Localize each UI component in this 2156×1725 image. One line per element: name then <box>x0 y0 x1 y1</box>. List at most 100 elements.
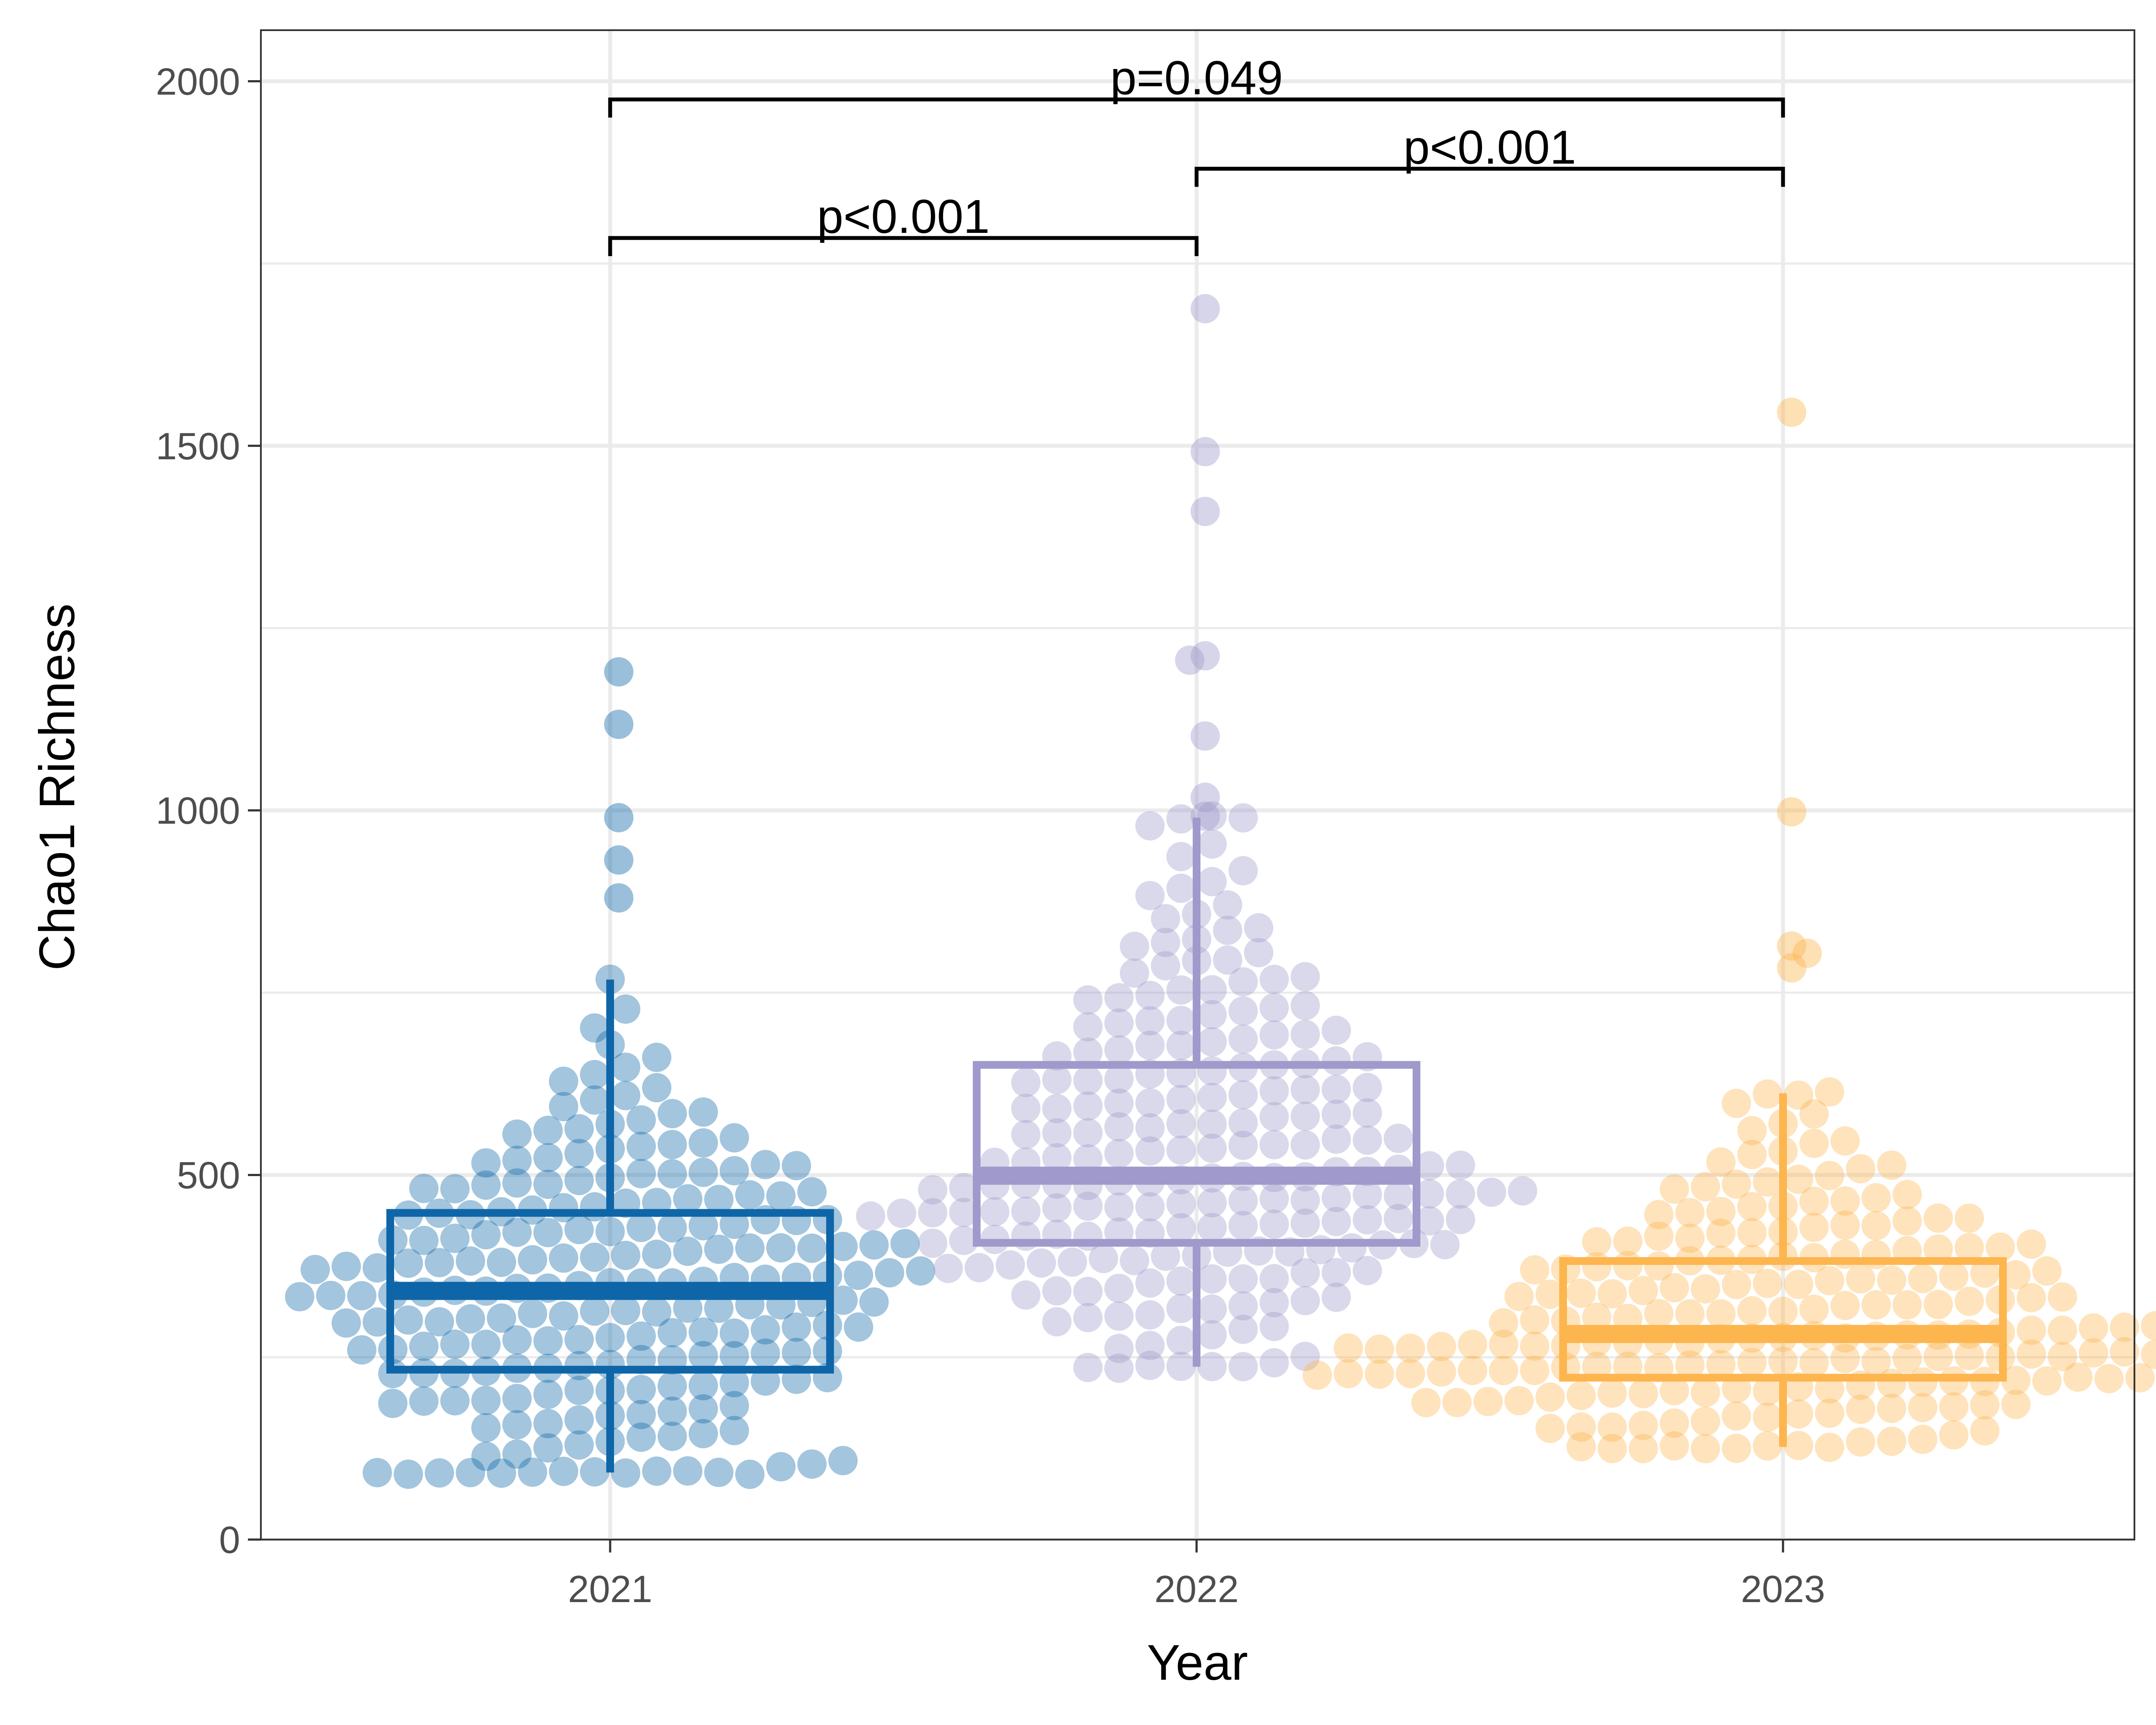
data-point <box>1799 1348 1829 1378</box>
data-point <box>1291 1342 1320 1371</box>
data-point <box>1582 1252 1611 1282</box>
data-point <box>735 1233 765 1263</box>
box-2022 <box>973 818 1420 1367</box>
data-point <box>689 1419 718 1449</box>
data-point <box>1706 1350 1736 1380</box>
box-iqr <box>973 1061 1420 1247</box>
outlier-point <box>1777 931 1806 961</box>
data-point <box>1073 1037 1103 1067</box>
data-point <box>1877 1368 1906 1398</box>
data-point <box>611 1295 640 1325</box>
data-point <box>1477 1177 1506 1207</box>
outlier-point <box>1191 721 1220 751</box>
data-point <box>1768 1347 1798 1377</box>
data-point <box>766 1233 796 1263</box>
data-point <box>1567 1380 1596 1410</box>
data-point <box>1582 1352 1611 1381</box>
data-point <box>1135 811 1165 841</box>
data-point <box>1104 1088 1134 1118</box>
data-point <box>689 1097 718 1127</box>
data-point <box>1893 1206 1922 1236</box>
data-point <box>1660 1273 1689 1303</box>
data-point <box>1629 1276 1658 1305</box>
data-point <box>1675 1198 1705 1227</box>
data-point <box>642 1239 671 1269</box>
data-point <box>1722 1433 1751 1463</box>
data-point <box>2110 1337 2139 1367</box>
data-point <box>1877 1150 1906 1180</box>
data-point <box>1582 1227 1611 1257</box>
p-value-label: p<0.001 <box>1404 121 1576 174</box>
data-point <box>1213 945 1242 975</box>
data-point <box>658 1421 687 1451</box>
data-point <box>1427 1332 1456 1361</box>
data-point <box>1260 1102 1289 1132</box>
data-point <box>1384 1123 1413 1153</box>
data-point <box>1260 993 1289 1022</box>
data-point <box>2110 1312 2139 1342</box>
data-point <box>1011 1120 1040 1149</box>
data-point <box>782 1338 811 1367</box>
data-point <box>1629 1379 1658 1408</box>
data-point <box>627 1213 656 1242</box>
data-point <box>1722 1169 1751 1199</box>
data-point <box>1815 1399 1844 1428</box>
box-iqr <box>1559 1257 2007 1382</box>
data-point <box>471 1220 501 1250</box>
data-point <box>2001 1365 2031 1395</box>
data-point <box>1396 1333 1425 1363</box>
data-point <box>1830 1186 1860 1216</box>
data-point <box>580 1457 609 1487</box>
data-point <box>627 1375 656 1405</box>
box-2021 <box>386 979 834 1473</box>
data-point <box>1660 1174 1689 1204</box>
data-point <box>2079 1313 2108 1343</box>
data-point <box>440 1330 470 1359</box>
outlier-point <box>1191 496 1220 526</box>
data-point <box>611 1081 640 1110</box>
data-point <box>828 1232 858 1261</box>
data-point <box>1166 842 1196 872</box>
data-point <box>1120 1246 1149 1276</box>
data-point <box>1322 1283 1351 1312</box>
data-point <box>2048 1282 2077 1312</box>
data-point <box>689 1341 718 1371</box>
data-point <box>658 1318 687 1348</box>
data-point <box>564 1430 594 1460</box>
data-point <box>1228 1211 1258 1241</box>
data-point <box>1104 1192 1134 1222</box>
data-point <box>1877 1393 1906 1423</box>
data-point <box>689 1317 718 1347</box>
data-point <box>1291 1101 1320 1131</box>
data-point <box>1166 1031 1196 1060</box>
data-point <box>502 1439 532 1469</box>
data-point <box>1706 1218 1736 1248</box>
data-point <box>1384 1204 1413 1233</box>
outlier-point <box>1777 797 1806 827</box>
data-point <box>564 1376 594 1405</box>
data-point <box>1042 1307 1072 1336</box>
data-point <box>906 1256 935 1286</box>
data-point <box>720 1391 749 1421</box>
bracket-line <box>608 97 1785 118</box>
data-point <box>642 1073 671 1103</box>
data-point <box>1073 1144 1103 1174</box>
data-point <box>1104 1008 1134 1038</box>
data-point <box>533 1409 563 1439</box>
data-point <box>502 1217 532 1247</box>
outlier-point <box>1792 938 1822 968</box>
data-point <box>1613 1251 1642 1280</box>
data-point <box>751 1150 780 1179</box>
data-point <box>1135 1088 1165 1118</box>
data-point <box>1784 1430 1813 1460</box>
data-point <box>720 1156 749 1186</box>
data-point <box>735 1459 765 1489</box>
data-point <box>642 1456 671 1486</box>
data-point <box>1846 1427 1875 1457</box>
data-point <box>720 1123 749 1153</box>
data-point <box>1291 962 1320 991</box>
data-point <box>1536 1280 1565 1309</box>
axes: 0 500 1000 1500 2000 2021 2022 2023 <box>156 60 1825 1610</box>
data-point <box>1322 1124 1351 1154</box>
data-point <box>564 1215 594 1245</box>
